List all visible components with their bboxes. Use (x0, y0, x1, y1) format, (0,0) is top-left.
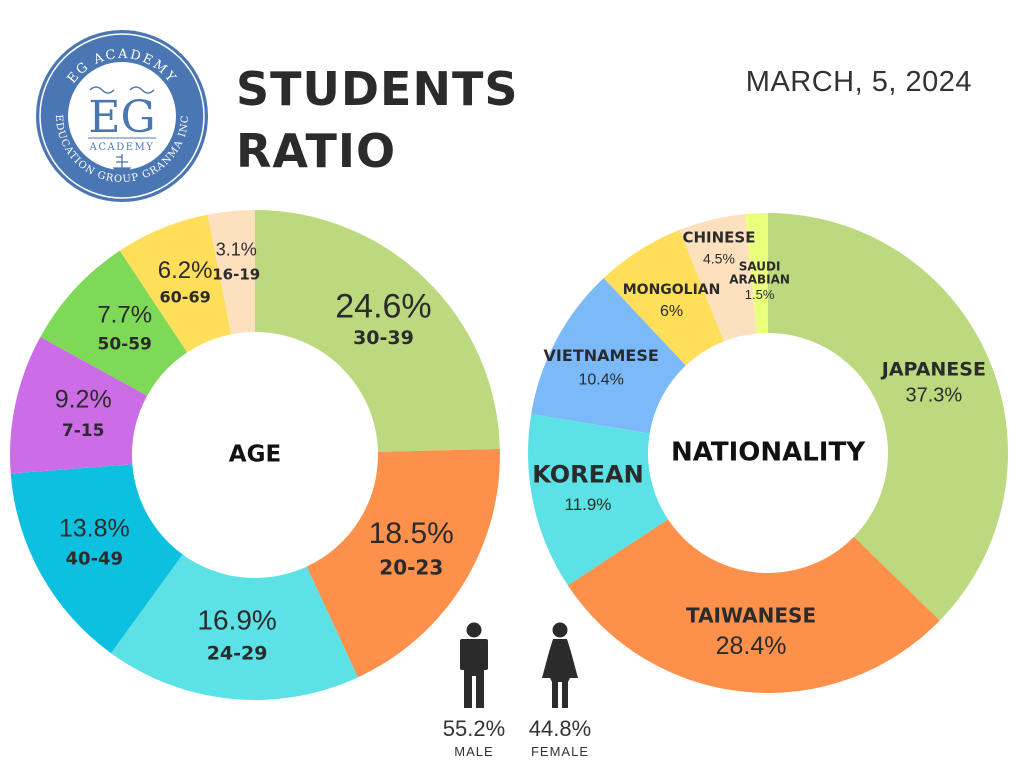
nationality-donut-chart: JAPANESE 37.3% TAIWANESE 28.4% KOREAN 11.9% VI… (528, 213, 1008, 693)
slice-percentage: 16.9% (197, 605, 276, 636)
slice-percentage: 37.3% (906, 384, 963, 406)
slice-percentage: 4.5% (703, 251, 735, 267)
slice-category-label: 7-15 (62, 421, 105, 441)
report-date: MARCH, 5, 2024 (745, 66, 972, 98)
slice-percentage: 10.4% (579, 371, 624, 388)
age-donut-chart: 24.6%30-39 18.5% 20-23 16.9% 24-29 13.8% 40-49… (10, 210, 501, 700)
logo-monogram: EG (88, 92, 155, 143)
ornament-icon (89, 86, 155, 94)
slice-percentage: 7.7% (97, 302, 152, 329)
slice-category-label: 30-39 (353, 327, 414, 349)
slice-60-69 (119, 214, 232, 353)
slice-category-label: ARABIAN (729, 272, 790, 286)
slice-label-40-49: 13.8% 40-49 (59, 514, 130, 569)
slice-label-mongolian: MONGOLIAN 6% (623, 282, 721, 320)
slice-category-label: 60-69 (160, 287, 211, 306)
slice-japanese (768, 213, 1008, 621)
slice-label-30-39: 24.6%30-39 (335, 287, 431, 349)
male-label: MALE (454, 744, 494, 759)
slice-percentage: 9.2% (55, 386, 112, 414)
title-line-2: RATIO (236, 124, 397, 178)
gender-male: 55.2% MALE (434, 622, 514, 759)
slice-chinese (679, 214, 757, 342)
slice-percentage: 28.4% (716, 632, 787, 660)
slice-label-16-19: 3.1% 16-19 (212, 240, 260, 284)
gender-female: 44.8% FEMALE (520, 622, 600, 759)
page-title: STUDENTS RATIO (236, 58, 518, 182)
slice-category-label: 50-59 (98, 334, 152, 354)
slice-category-label: TAIWANESE (686, 604, 816, 628)
male-percentage: 55.2% (442, 716, 506, 741)
slice-label-7-15: 9.2% 7-15 (55, 386, 112, 441)
slice-label-vietnamese: VIETNAMESE 10.4% (544, 346, 659, 389)
slice-percentage: 6.2% (158, 257, 213, 284)
slice-category-label: CHINESE (682, 228, 755, 246)
slice-category-label: SAUDI (739, 260, 781, 274)
slice-label-chinese: CHINESE 4.5% (682, 228, 755, 266)
slice-7-15 (10, 336, 148, 474)
slice-30-39 (255, 210, 500, 452)
slice-mongolian (603, 229, 724, 366)
slice-label-60-69: 6.2% 60-69 (158, 257, 213, 306)
ship-icon (112, 154, 132, 174)
donut-center-label: AGE (229, 442, 281, 468)
slice-percentage: 3.1% (216, 240, 257, 260)
slice-label-korean: KOREAN 11.9% (532, 461, 643, 514)
slice-korean (528, 413, 668, 586)
slice-20-23 (306, 448, 501, 678)
slice-percentage: 13.8% (59, 514, 130, 542)
slice-percentage: 1.5% (745, 287, 775, 302)
slice-percentage: 18.5% (369, 517, 454, 550)
slice-label-20-23: 18.5% 20-23 (369, 517, 454, 580)
title-line-1: STUDENTS (236, 62, 519, 116)
slice-percentage: 6% (660, 303, 683, 320)
slice-category-label: VIETNAMESE (544, 346, 659, 365)
female-label: FEMALE (530, 744, 589, 759)
slice-50-59 (40, 250, 188, 396)
male-icon (460, 622, 488, 708)
female-percentage: 44.8% (528, 716, 592, 741)
slice-category-label: 40-49 (66, 549, 124, 570)
slice-label-taiwanese: TAIWANESE 28.4% (686, 604, 816, 660)
slice-40-49 (10, 464, 183, 654)
slice-16-19 (207, 210, 255, 335)
slice-label-50-59: 7.7% 50-59 (97, 302, 152, 355)
slice-label-japanese: JAPANESE 37.3% (880, 359, 986, 407)
logo-name: ACADEMY (89, 142, 155, 153)
slice-label-24-29: 16.9% 24-29 (197, 605, 276, 665)
slice-category-label: MONGOLIAN (623, 282, 721, 298)
female-icon (542, 622, 578, 708)
slice-vietnamese (531, 278, 686, 434)
slice-category-label: 20-23 (379, 556, 443, 580)
slice-category-label: 24-29 (207, 643, 268, 665)
slice-category-label: 16-19 (212, 265, 260, 283)
slice-saudi-arabian (745, 213, 768, 334)
slice-percentage: 11.9% (564, 495, 611, 514)
slice-category-label: KOREAN (532, 461, 643, 489)
slice-24-29 (110, 554, 358, 700)
eg-academy-logo: EG ACADEMY EDUCATION GROUP GRANMA INC EG… (36, 30, 208, 202)
slice-taiwanese (567, 519, 940, 693)
slice-percentage: 24.6% (335, 287, 431, 325)
donut-center-label: NATIONALITY (671, 438, 866, 468)
slice-category-label: JAPANESE (880, 359, 986, 381)
